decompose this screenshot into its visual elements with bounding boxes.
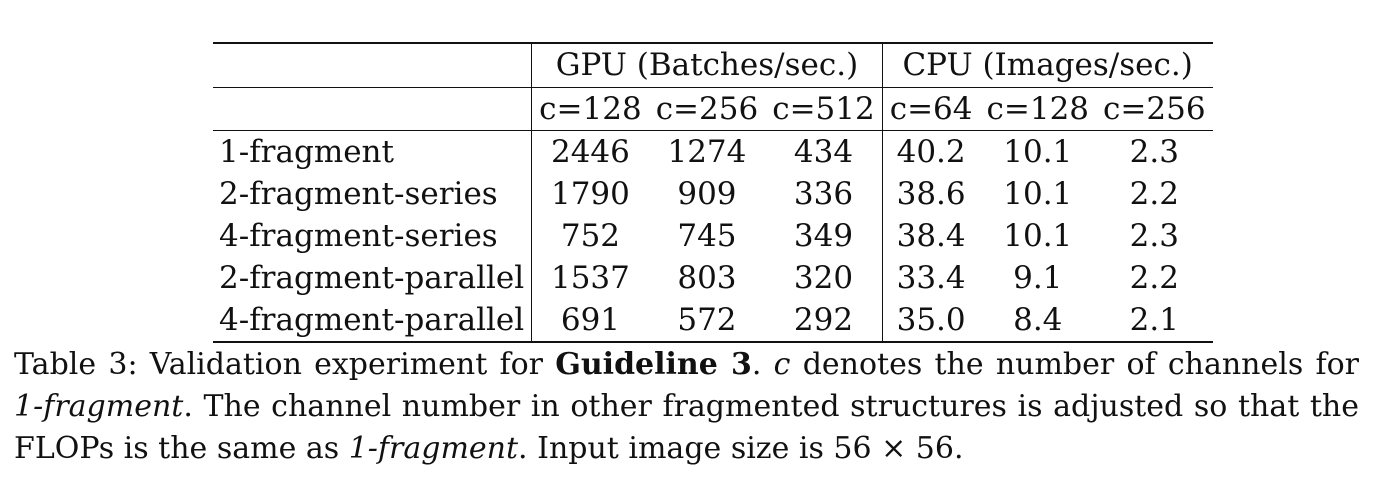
gpu-cell: 292 [765,299,883,343]
row-label: 2-fragment-parallel [213,257,533,299]
header-gpu-group: GPU (Batches/sec.) [531,42,883,88]
caption-prefix: Table 3: Validation experiment for [14,347,556,382]
table-row: 4-fragment-series 752 745 349 38.4 10.1 … [213,215,1213,257]
cpu-cell: 38.6 [896,175,966,212]
caption-italic-term: 1-fragment [348,431,519,466]
cpu-cell: 8.4 [979,299,1097,343]
cpu-cell: 2.1 [1096,299,1213,343]
header-gpu-col: c=256 [648,87,766,131]
caption-text: . [751,347,774,382]
gpu-cell: 691 [531,299,649,343]
gpu-cell: 752 [560,217,621,254]
table-row: 2-fragment-series 1790 909 336 38.6 10.1… [213,173,1213,215]
cpu-cell: 9.1 [1013,259,1063,296]
table-row: 2-fragment-parallel 1537 803 320 33.4 9.… [213,257,1213,299]
header-group-row: GPU (Batches/sec.) CPU (Images/sec.) [213,42,1213,88]
gpu-cell: 434 [765,130,883,173]
caption-italic-term: 1-fragment [14,389,184,424]
header-stub-2 [213,87,533,131]
gpu-cell: 1274 [667,133,747,170]
table-caption: Table 3: Validation experiment for Guide… [14,344,1359,470]
cpu-cell: 10.1 [1003,217,1073,254]
cpu-cell: 38.4 [896,217,966,254]
caption-text: . Input image size is 56 × 56. [518,431,964,466]
header-cpu-col: c=256 [1096,87,1213,131]
header-cpu-col: c=64 [882,87,980,131]
gpu-cell: 745 [677,217,737,254]
header-cpu-group: CPU (Images/sec.) [882,42,1213,88]
gpu-cell: 2446 [550,133,630,170]
gpu-cell: 320 [765,257,883,299]
cpu-cell: 2.3 [1129,133,1179,170]
row-label: 1-fragment [213,130,533,173]
header-column-row: c=128 c=256 c=512 c=64 c=128 c=256 [213,87,1213,131]
header-gpu-col: c=128 [531,87,649,131]
row-label: 4-fragment-series [213,215,533,257]
gpu-cell: 803 [677,259,737,296]
gpu-cell: 572 [648,299,766,343]
cpu-cell: 2.3 [1129,217,1179,254]
table-row: 1-fragment 2446 1274 434 40.2 10.1 2.3 [213,130,1213,173]
header-stub [213,42,533,88]
cpu-cell: 2.2 [1129,175,1179,212]
cpu-cell: 35.0 [882,299,980,343]
cpu-cell: 40.2 [896,133,966,170]
caption-bold-guideline: Guideline 3 [555,347,752,382]
cpu-cell: 33.4 [896,259,966,296]
cpu-cell: 10.1 [1003,175,1073,212]
table-row: 4-fragment-parallel 691 572 292 35.0 8.4… [213,299,1213,343]
gpu-cell: 349 [765,215,883,257]
cpu-cell: 10.1 [1003,133,1073,170]
row-label: 2-fragment-series [213,173,533,215]
gpu-cell: 1790 [550,175,630,212]
row-label: 4-fragment-parallel [213,299,533,343]
results-table: GPU (Batches/sec.) CPU (Images/sec.) c=1… [213,42,1213,343]
gpu-cell: 1537 [550,259,630,296]
gpu-cell: 336 [765,173,883,215]
caption-text: denotes the number of channels for [790,347,1359,382]
header-gpu-col: c=512 [765,87,883,131]
gpu-cell: 909 [677,175,737,212]
caption-variable-c: c [773,347,791,382]
caption-text: . The channel number in other fragmented… [14,389,1359,466]
header-cpu-col: c=128 [979,87,1097,131]
cpu-cell: 2.2 [1129,259,1179,296]
